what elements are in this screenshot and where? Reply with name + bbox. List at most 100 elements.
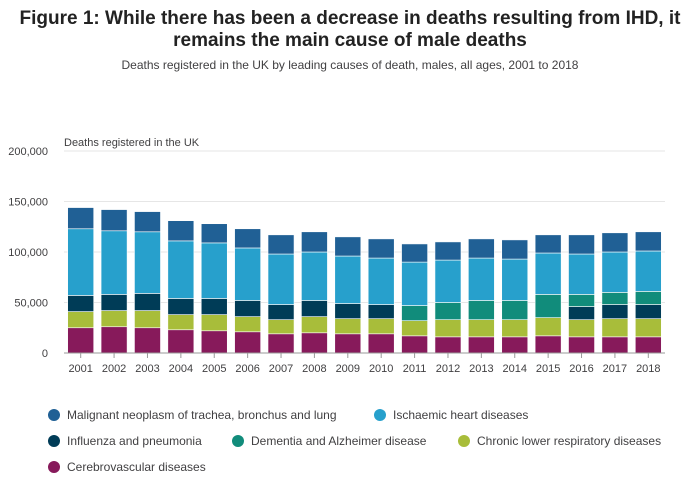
bar-segment[interactable] [568,234,595,255]
bar-segment[interactable] [501,319,529,338]
bar-segment[interactable] [434,302,462,320]
bar-segment[interactable] [468,319,495,338]
bar-segment[interactable] [67,327,95,354]
bar-segment[interactable] [367,318,395,335]
bar-segment[interactable] [234,331,261,354]
bar-segment[interactable] [234,228,261,249]
bar-segment[interactable] [401,305,428,321]
bar-segment[interactable] [301,251,328,301]
bar-segment[interactable] [167,314,195,331]
legend-item-dementia[interactable]: Dementia and Alzheimer disease [232,434,426,448]
bar-segment[interactable] [200,330,228,354]
bar-segment[interactable] [634,336,662,354]
bar-segment[interactable] [401,261,428,306]
bar-segment[interactable] [334,303,362,319]
bar-segment[interactable] [534,252,562,295]
bar-segment[interactable] [568,319,595,338]
bar-segment[interactable] [100,209,128,232]
bar-segment[interactable] [167,240,195,299]
bar-stack-2013[interactable] [468,238,495,354]
bar-segment[interactable] [401,243,428,263]
bar-segment[interactable] [634,291,662,305]
bar-segment[interactable] [267,304,295,320]
bar-stack-2006[interactable] [234,228,261,354]
bar-segment[interactable] [301,332,328,354]
bar-stack-2002[interactable] [100,209,128,354]
legend-item-influenza[interactable]: Influenza and pneumonia [48,434,202,448]
bar-segment[interactable] [434,336,462,354]
bar-segment[interactable] [334,236,362,257]
bar-segment[interactable] [234,300,261,317]
bar-segment[interactable] [334,333,362,354]
bar-segment[interactable] [601,232,629,253]
bar-segment[interactable] [634,304,662,319]
bar-segment[interactable] [367,304,395,319]
bar-segment[interactable] [601,336,629,354]
bar-segment[interactable] [634,318,662,338]
bar-segment[interactable] [534,335,562,354]
bar-segment[interactable] [100,294,128,311]
legend-item-chronic-respiratory[interactable]: Chronic lower respiratory diseases [458,434,661,448]
bar-segment[interactable] [200,314,228,332]
bar-segment[interactable] [334,318,362,335]
bar-segment[interactable] [634,250,662,292]
bar-stack-2017[interactable] [601,232,629,354]
bar-stack-2010[interactable] [367,238,395,354]
bar-stack-2016[interactable] [568,234,595,354]
bar-segment[interactable] [367,257,395,305]
bar-segment[interactable] [134,293,161,311]
bar-stack-2008[interactable] [301,231,328,354]
bar-segment[interactable] [67,228,95,296]
bar-segment[interactable] [167,298,195,315]
bar-stack-2007[interactable] [267,234,295,354]
bar-stack-2014[interactable] [501,239,529,354]
bar-segment[interactable] [601,318,629,338]
bar-segment[interactable] [267,253,295,305]
bar-segment[interactable] [501,336,529,354]
bar-segment[interactable] [501,239,529,260]
bar-stack-2018[interactable] [634,231,662,354]
legend-item-ischaemic[interactable]: Ischaemic heart diseases [374,408,528,422]
bar-segment[interactable] [200,223,228,244]
legend-item-cerebrovascular[interactable]: Cerebrovascular diseases [48,460,206,474]
bar-segment[interactable] [434,259,462,303]
bar-stack-2011[interactable] [401,243,428,354]
bar-segment[interactable] [267,319,295,335]
bar-segment[interactable] [601,304,629,319]
bar-segment[interactable] [67,295,95,312]
bar-segment[interactable] [334,255,362,304]
bar-segment[interactable] [134,327,161,354]
bar-segment[interactable] [100,230,128,295]
bar-segment[interactable] [401,335,428,354]
bar-stack-2004[interactable] [167,220,195,354]
bar-segment[interactable] [167,329,195,354]
bar-segment[interactable] [234,247,261,301]
bar-segment[interactable] [534,294,562,318]
bar-segment[interactable] [301,300,328,317]
bar-segment[interactable] [468,300,495,320]
bar-segment[interactable] [134,211,161,233]
bar-segment[interactable] [568,294,595,307]
bar-segment[interactable] [200,242,228,299]
bar-segment[interactable] [568,336,595,354]
bar-segment[interactable] [468,336,495,354]
bar-segment[interactable] [367,238,395,259]
bar-segment[interactable] [100,326,128,354]
bar-segment[interactable] [501,300,529,320]
bar-segment[interactable] [634,231,662,252]
bar-segment[interactable] [134,310,161,329]
bar-segment[interactable] [67,311,95,329]
bar-segment[interactable] [601,251,629,293]
bar-segment[interactable] [100,310,128,328]
bar-stack-2005[interactable] [200,223,228,354]
bar-segment[interactable] [234,316,261,333]
bar-segment[interactable] [534,234,562,254]
bar-segment[interactable] [134,231,161,294]
bar-segment[interactable] [568,306,595,320]
bar-segment[interactable] [401,320,428,337]
bar-segment[interactable] [534,317,562,337]
bar-segment[interactable] [367,333,395,354]
bar-stack-2009[interactable] [334,236,362,354]
bar-segment[interactable] [301,231,328,253]
bar-segment[interactable] [568,253,595,295]
